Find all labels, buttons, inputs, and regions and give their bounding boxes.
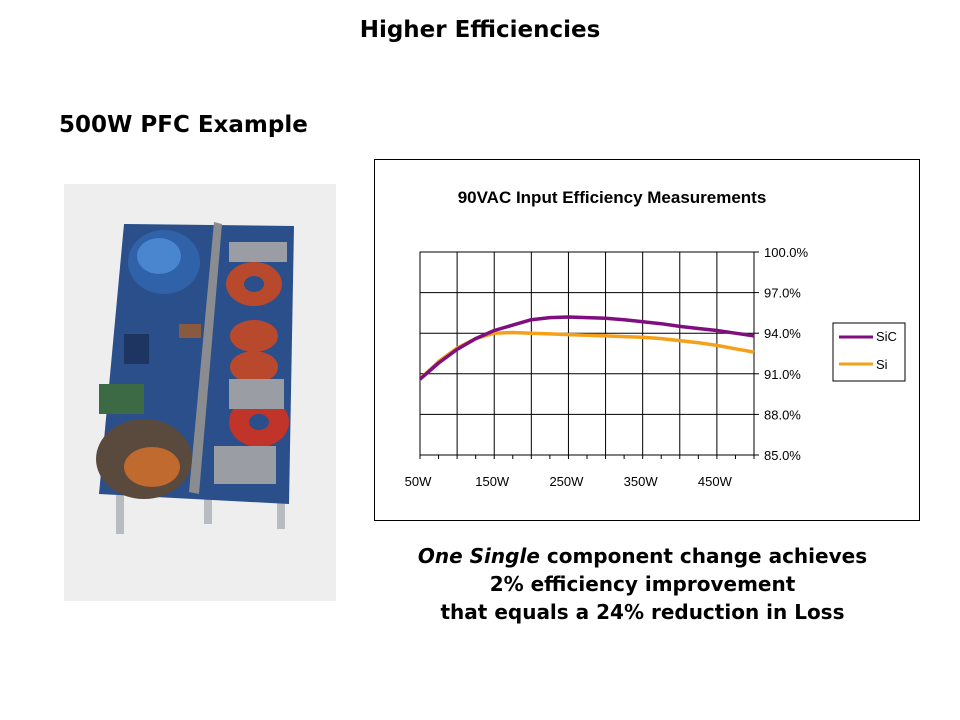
x-tick-label: 450W (698, 474, 733, 489)
caption-line-3: that equals a 24% reduction in Loss (440, 600, 845, 624)
legend: SiC Si (832, 322, 906, 382)
legend-label-sic: SiC (876, 329, 897, 344)
y-tick-label: 100.0% (764, 245, 809, 260)
x-tick-label: 250W (549, 474, 584, 489)
caption: One Single component change achieves 2% … (370, 542, 915, 626)
legend-box (832, 322, 906, 382)
y-tick-label: 85.0% (764, 448, 801, 463)
y-tick-label: 91.0% (764, 367, 801, 382)
series-lines (418, 315, 755, 381)
x-tick-label: 150W (475, 474, 510, 489)
gridlines (420, 252, 754, 455)
legend-label-si: Si (876, 357, 888, 372)
axis-ticks: 100.0% 97.0% 94.0% 91.0% 88.0% 85.0% 50W 150W 25… (405, 245, 809, 489)
caption-line-1: One Single component change achieves (370, 542, 915, 570)
series-line-sic (418, 315, 755, 381)
caption-emphasis: One Single (417, 544, 540, 568)
caption-line-2: 2% efficiency improvement (489, 572, 796, 596)
caption-line-1-rest: component change achieves (539, 544, 868, 568)
slide-subtitle: 500W PFC Example (59, 112, 308, 138)
y-tick-label: 97.0% (764, 286, 801, 301)
efficiency-chart: 90VAC Input Efficiency Measurements 100.… (374, 159, 920, 521)
plot-area (419, 251, 755, 456)
y-tick-label: 94.0% (764, 326, 801, 341)
y-tick-label: 88.0% (764, 407, 801, 422)
slide-title: Higher Efficiencies (359, 17, 601, 43)
efficiency-chart-svg: 90VAC Input Efficiency Measurements 100.… (405, 188, 906, 489)
x-tick-label: 50W (405, 474, 432, 489)
x-tick-label: 350W (624, 474, 659, 489)
chart-title: 90VAC Input Efficiency Measurements (458, 188, 767, 207)
pfc-board-photo (64, 184, 336, 601)
pfc-board-illustration (64, 184, 336, 601)
